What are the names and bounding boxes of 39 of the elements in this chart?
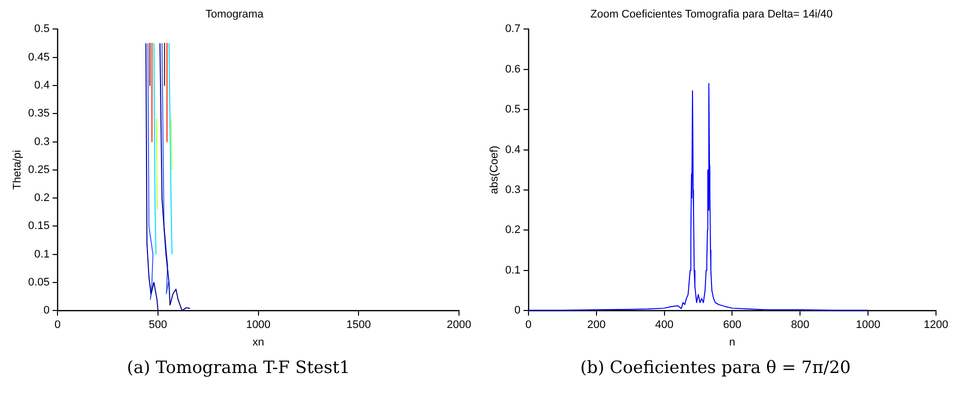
y-tick-label: 0.1 bbox=[505, 264, 520, 276]
x-tick-label: 1000 bbox=[246, 319, 271, 332]
y-tick-label: 0 bbox=[514, 304, 520, 317]
y-tick-label: 0.05 bbox=[28, 276, 50, 288]
x-tick-label: 500 bbox=[148, 319, 168, 332]
x-tick-label: 1000 bbox=[856, 319, 880, 332]
y-tick-label: 0.1 bbox=[34, 248, 50, 260]
y-tick-label: 0.4 bbox=[34, 80, 50, 92]
y-axis-title: abs(Coef) bbox=[488, 146, 501, 194]
y-tick-label: 0.2 bbox=[34, 192, 50, 204]
text: (a) Tomograma T-F Stest1 bbox=[126, 358, 352, 378]
x-axis-title: n bbox=[729, 336, 736, 348]
y-tick-label: 0.5 bbox=[505, 104, 520, 116]
y-tick-label: 0.45 bbox=[28, 51, 50, 64]
y-tick-label: 0.25 bbox=[28, 164, 50, 176]
x-tick-label: 800 bbox=[790, 319, 810, 332]
chart-title: Tomograma bbox=[205, 8, 264, 21]
x-tick-label: 2000 bbox=[446, 319, 472, 332]
text: (b) Coeficientes para θ = 7π/20 bbox=[579, 358, 852, 378]
y-tick-label: 0.7 bbox=[505, 23, 520, 36]
y-tick-label: 0.6 bbox=[505, 63, 520, 76]
y-tick-label: 0.5 bbox=[34, 23, 50, 36]
y-axis-title: Theta/pi bbox=[12, 150, 24, 190]
x-tick-label: 600 bbox=[723, 319, 742, 332]
y-tick-label: 0.4 bbox=[505, 144, 520, 156]
x-tick-label: 0 bbox=[54, 319, 61, 332]
y-tick-label: 0.15 bbox=[28, 220, 50, 232]
x-tick-label: 1500 bbox=[346, 319, 371, 332]
x-tick-label: 400 bbox=[655, 319, 674, 332]
y-tick-label: 0.3 bbox=[34, 136, 50, 148]
y-tick-label: 0.3 bbox=[505, 184, 520, 196]
x-tick-label: 0 bbox=[525, 319, 532, 332]
y-tick-label: 0.2 bbox=[505, 224, 520, 236]
y-tick-label: 0.35 bbox=[28, 108, 50, 120]
x-axis-title: xn bbox=[252, 336, 264, 348]
x-tick-label: 1200 bbox=[924, 319, 948, 332]
y-tick-label: 0 bbox=[43, 304, 50, 317]
x-tick-label: 200 bbox=[587, 319, 606, 332]
chart-title: Zoom Coeficientes Tomografia para Delta= 14i/40 bbox=[590, 8, 833, 21]
